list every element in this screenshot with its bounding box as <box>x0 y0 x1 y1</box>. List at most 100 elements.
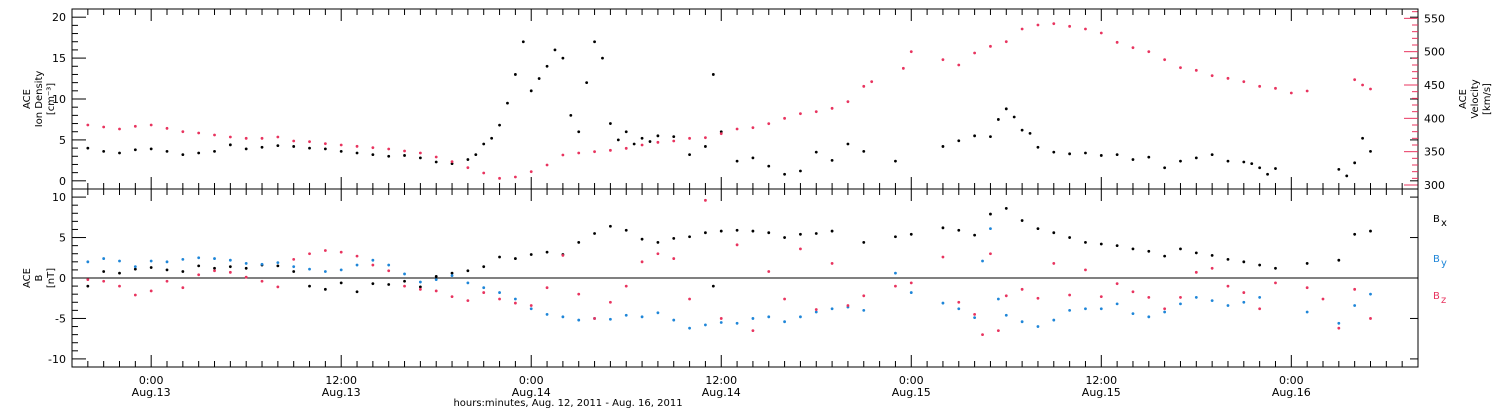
bz-point <box>529 304 533 307</box>
by-point <box>118 259 121 263</box>
density-point <box>1242 160 1246 164</box>
bx-point <box>609 224 612 228</box>
bx-point <box>688 235 691 239</box>
bz-point <box>941 255 945 259</box>
bz-point <box>814 308 818 311</box>
density-point <box>1131 158 1135 161</box>
xtick-label-date: Aug.16 <box>1272 386 1311 399</box>
density-point <box>418 156 422 160</box>
density-point <box>941 145 945 148</box>
density-point <box>711 73 715 76</box>
bx-point <box>355 290 359 294</box>
right-ytick-label-500: 500 <box>1424 46 1445 59</box>
legend-by: B y <box>1433 254 1447 269</box>
density-point <box>672 135 676 139</box>
by-point <box>640 315 644 319</box>
velocity-point <box>213 133 216 137</box>
bz-point <box>1131 290 1135 294</box>
by-point <box>783 320 786 324</box>
by-point <box>1115 302 1119 306</box>
bz-point <box>513 301 517 305</box>
density-point <box>616 138 620 142</box>
by-point <box>387 263 391 267</box>
bz-point <box>656 252 660 256</box>
right-ytick-label-300: 300 <box>1424 179 1445 192</box>
bz-point <box>1353 287 1357 291</box>
bx-point <box>1052 231 1056 235</box>
right-ylabel-line1: ACE <box>1458 89 1469 109</box>
bz-point <box>894 284 897 288</box>
by-point <box>624 313 628 317</box>
labels-layer: 05101520300350400450500550-10-505100:00A… <box>48 11 1445 399</box>
by-point <box>957 307 961 311</box>
top-ylabel-line3: [cm⁻³] <box>46 83 57 115</box>
legend-bx: B x <box>1433 214 1447 229</box>
density-point <box>355 151 359 155</box>
bz-point <box>1226 284 1230 288</box>
density-point <box>490 136 494 140</box>
by-point <box>577 318 581 322</box>
bz-point <box>719 317 723 320</box>
density-point <box>751 156 755 160</box>
velocity-point <box>1242 80 1246 84</box>
density-point <box>1020 128 1024 132</box>
bz-point <box>767 270 771 273</box>
density-point <box>506 101 509 105</box>
velocity-point <box>1289 91 1293 95</box>
velocity-point <box>1274 86 1277 90</box>
bz-point <box>133 293 137 297</box>
by-point <box>498 291 501 294</box>
density-point <box>719 130 723 134</box>
bz-point <box>403 284 406 288</box>
bz-point <box>355 254 359 258</box>
bz-point <box>704 198 707 202</box>
bz-point <box>1115 282 1119 286</box>
bz-point <box>909 281 913 285</box>
density-point <box>1068 152 1072 156</box>
by-point <box>181 257 185 261</box>
bx-point <box>1147 249 1151 253</box>
bx-point <box>1004 207 1008 210</box>
bx-point <box>244 266 248 270</box>
bz-point <box>751 329 755 332</box>
velocity-point <box>704 136 707 140</box>
bz-point <box>323 249 327 252</box>
bz-point <box>862 294 866 298</box>
by-point <box>545 313 549 316</box>
by-point <box>830 307 834 311</box>
velocity-point <box>118 127 121 131</box>
density-point <box>545 64 549 68</box>
velocity-point <box>450 160 454 164</box>
bz-point <box>1084 268 1087 272</box>
velocity-point <box>260 136 264 140</box>
by-point <box>609 317 612 321</box>
density-point <box>1250 162 1254 166</box>
bx-point <box>1163 254 1167 258</box>
by-point <box>1068 308 1072 312</box>
bx-point <box>1084 241 1087 244</box>
velocity-point <box>1194 68 1198 72</box>
velocity-point <box>624 146 628 150</box>
bz-point <box>165 279 169 283</box>
density-point <box>957 139 961 143</box>
right-ylabel-line3: [km/s] <box>1482 83 1493 115</box>
bz-point <box>577 292 581 296</box>
density-point <box>482 142 486 146</box>
bz-point <box>197 273 201 277</box>
by-point <box>513 297 517 301</box>
bx-point <box>973 233 977 237</box>
right-ytick-label-400: 400 <box>1424 112 1445 125</box>
bz-point <box>1163 307 1167 311</box>
bot-ytick-label--5: -5 <box>55 312 66 325</box>
bz-point <box>593 317 596 320</box>
velocity-point <box>1147 50 1151 54</box>
density-point <box>624 130 628 134</box>
bz-point <box>981 333 984 337</box>
velocity-point <box>870 80 874 84</box>
bz-point <box>1147 296 1151 299</box>
bx-point <box>814 232 818 235</box>
bx-point <box>1179 247 1182 251</box>
bz-point <box>1210 266 1214 270</box>
bz-point <box>371 263 375 267</box>
bz-point <box>86 278 90 282</box>
